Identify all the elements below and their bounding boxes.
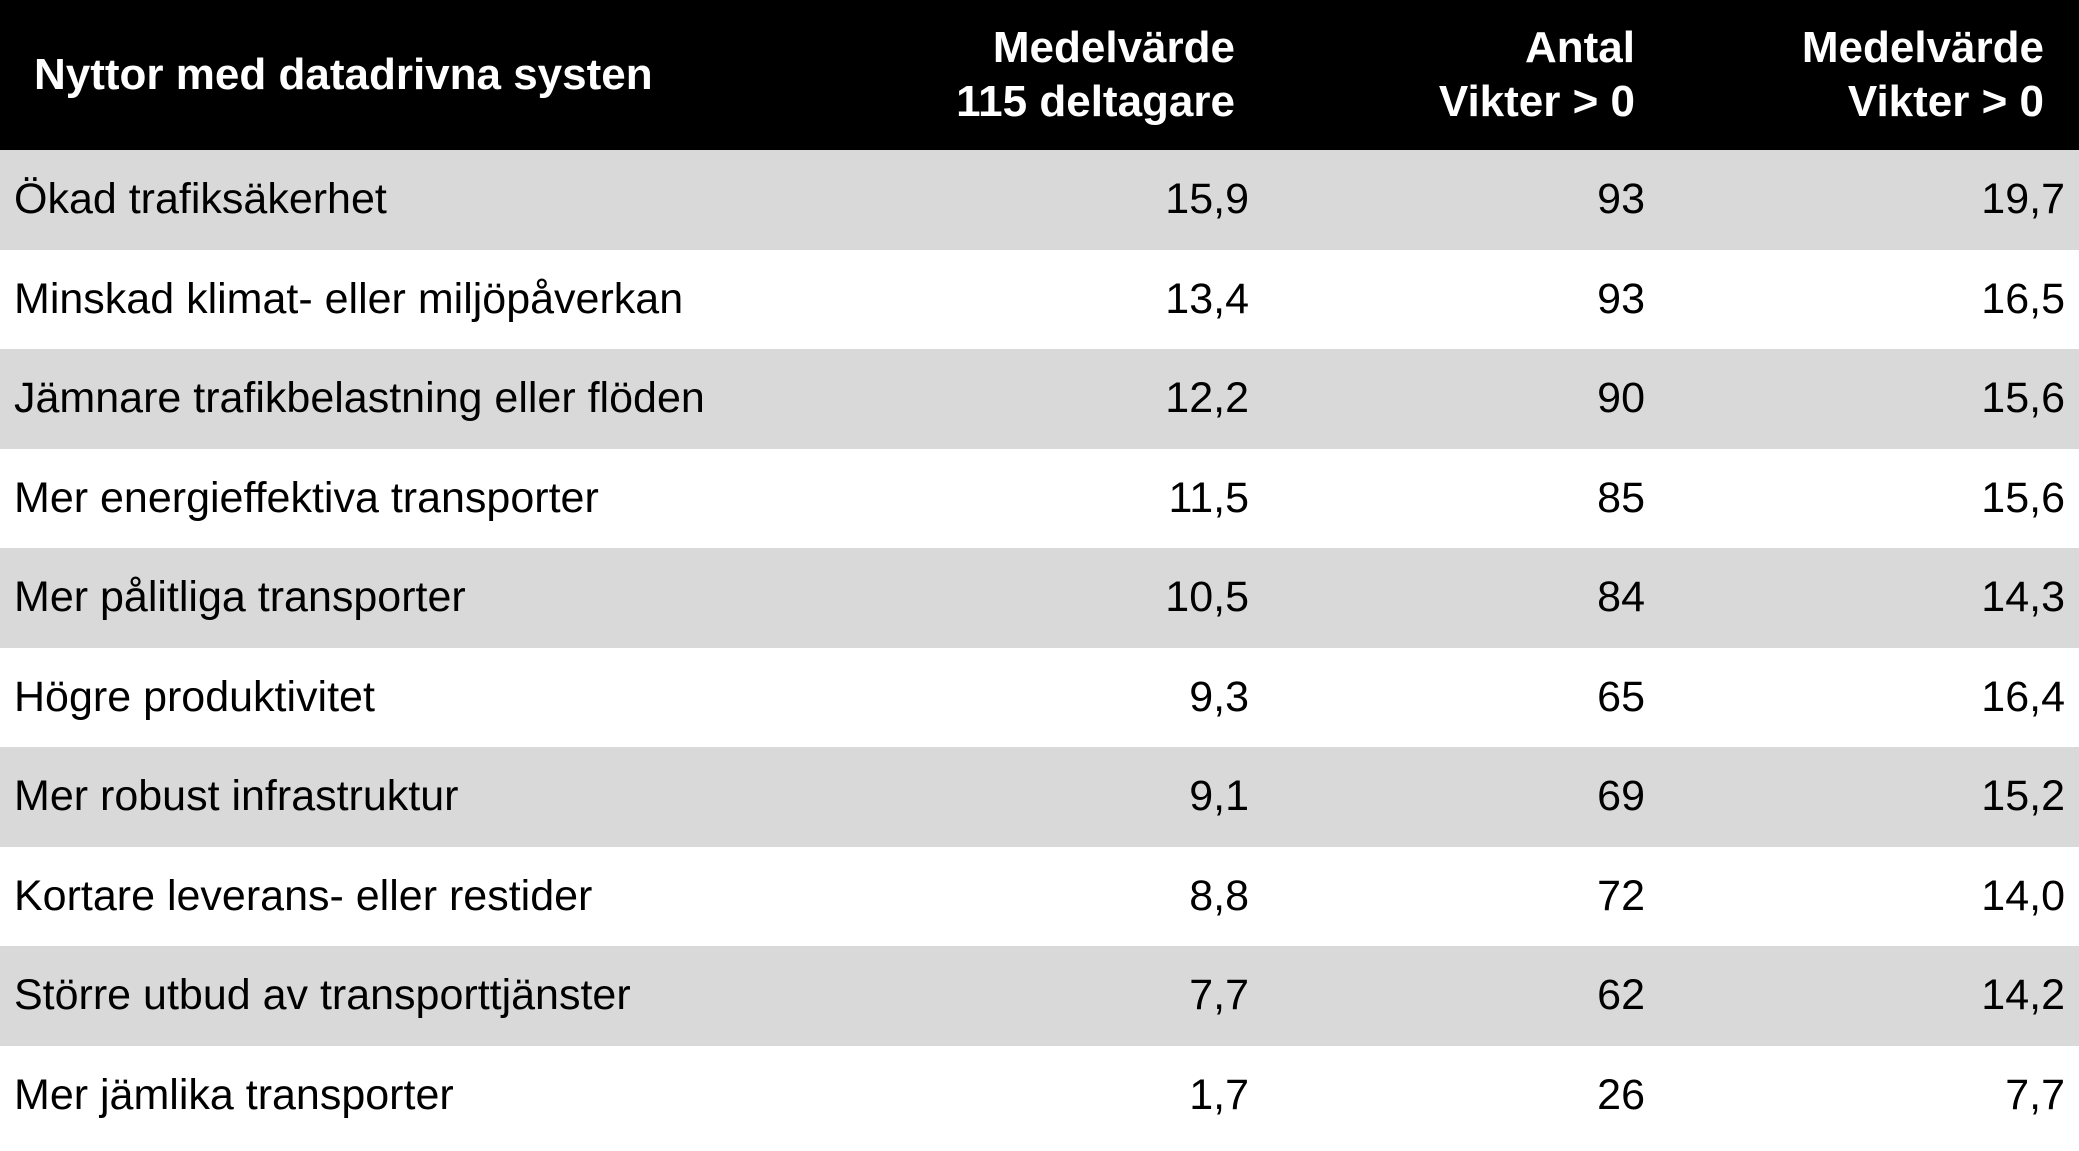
benefit-cell: Mer jämlika transporter bbox=[14, 1070, 454, 1119]
table-row: Mer energieffektiva transporter 11,5 85 … bbox=[0, 448, 2079, 548]
benefit-cell: Kortare leverans- eller restider bbox=[14, 871, 593, 920]
mean-all-cell: 13,4 bbox=[1165, 274, 1249, 323]
mean-positive-cell: 14,0 bbox=[1981, 871, 2065, 920]
benefit-cell: Mer pålitliga transporter bbox=[14, 573, 466, 622]
header-count: Antal Vikter > 0 bbox=[1285, 0, 1675, 150]
mean-all-cell: 7,7 bbox=[1189, 971, 1249, 1020]
table-row: Mer pålitliga transporter 10,5 84 14,3 bbox=[0, 548, 2079, 648]
mean-all-cell: 10,5 bbox=[1165, 573, 1249, 622]
benefit-cell: Högre produktivitet bbox=[14, 672, 375, 721]
header-mean-all: Medelvärde 115 deltagare bbox=[930, 0, 1285, 150]
benefit-cell: Mer energieffektiva transporter bbox=[14, 473, 599, 522]
table-row: Högre produktivitet 9,3 65 16,4 bbox=[0, 647, 2079, 747]
header-mean-all-line1: Medelvärde bbox=[992, 23, 1235, 72]
mean-positive-cell: 14,3 bbox=[1981, 573, 2065, 622]
header-row: Nyttor med datadrivna systen Medelvärde … bbox=[0, 0, 2079, 150]
mean-positive-cell: 15,6 bbox=[1981, 473, 2065, 522]
table-body: Ökad trafiksäkerhet 15,9 93 19,7 Minskad… bbox=[0, 150, 2079, 1145]
header-mean-positive: Medelvärde Vikter > 0 bbox=[1675, 0, 2079, 150]
count-cell: 26 bbox=[1597, 1070, 1645, 1119]
table-row: Mer robust infrastruktur 9,1 69 15,2 bbox=[0, 747, 2079, 847]
benefit-cell: Jämnare trafikbelastning eller flöden bbox=[14, 374, 705, 423]
benefit-cell: Ökad trafiksäkerhet bbox=[14, 175, 387, 224]
benefit-cell: Mer robust infrastruktur bbox=[14, 772, 459, 821]
mean-all-cell: 9,1 bbox=[1189, 772, 1249, 821]
table-row: Ökad trafiksäkerhet 15,9 93 19,7 bbox=[0, 150, 2079, 250]
count-cell: 85 bbox=[1597, 473, 1645, 522]
benefit-cell: Minskad klimat- eller miljöpåverkan bbox=[14, 274, 684, 323]
table-row: Kortare leverans- eller restider 8,8 72 … bbox=[0, 846, 2079, 946]
mean-all-cell: 11,5 bbox=[1168, 473, 1250, 522]
count-cell: 84 bbox=[1597, 573, 1645, 622]
header-benefit-text: Nyttor med datadrivna systen bbox=[34, 50, 653, 99]
mean-positive-cell: 19,7 bbox=[1981, 175, 2065, 224]
count-cell: 62 bbox=[1597, 971, 1645, 1020]
count-cell: 65 bbox=[1597, 672, 1645, 721]
mean-positive-cell: 15,6 bbox=[1981, 374, 2065, 423]
benefit-cell: Större utbud av transporttjänster bbox=[14, 971, 631, 1020]
header-mean-positive-line2: Vikter > 0 bbox=[1847, 77, 2044, 126]
mean-all-cell: 15,9 bbox=[1165, 175, 1249, 224]
mean-positive-cell: 15,2 bbox=[1981, 772, 2065, 821]
table-row: Jämnare trafikbelastning eller flöden 12… bbox=[0, 349, 2079, 449]
table-row: Större utbud av transporttjänster 7,7 62… bbox=[0, 946, 2079, 1046]
count-cell: 93 bbox=[1597, 175, 1645, 224]
mean-all-cell: 9,3 bbox=[1189, 672, 1249, 721]
table-header: Nyttor med datadrivna systen Medelvärde … bbox=[0, 0, 2079, 150]
mean-positive-cell: 14,2 bbox=[1981, 971, 2065, 1020]
count-cell: 93 bbox=[1597, 274, 1645, 323]
mean-all-cell: 8,8 bbox=[1189, 871, 1249, 920]
mean-all-cell: 1,7 bbox=[1189, 1070, 1249, 1119]
count-cell: 72 bbox=[1597, 871, 1645, 920]
header-count-line1: Antal bbox=[1525, 23, 1635, 72]
table-row: Minskad klimat- eller miljöpåverkan 13,4… bbox=[0, 249, 2079, 349]
header-mean-positive-line1: Medelvärde bbox=[1801, 23, 2044, 72]
count-cell: 69 bbox=[1597, 772, 1645, 821]
mean-positive-cell: 16,5 bbox=[1981, 274, 2065, 323]
header-count-line2: Vikter > 0 bbox=[1438, 77, 1635, 126]
header-benefit: Nyttor med datadrivna systen bbox=[0, 0, 930, 150]
count-cell: 90 bbox=[1597, 374, 1645, 423]
header-mean-all-line2: 115 deltagare bbox=[956, 77, 1235, 126]
mean-positive-cell: 7,7 bbox=[2005, 1070, 2065, 1119]
mean-positive-cell: 16,4 bbox=[1981, 672, 2065, 721]
table-row: Mer jämlika transporter 1,7 26 7,7 bbox=[0, 1045, 2079, 1145]
mean-all-cell: 12,2 bbox=[1165, 374, 1249, 423]
